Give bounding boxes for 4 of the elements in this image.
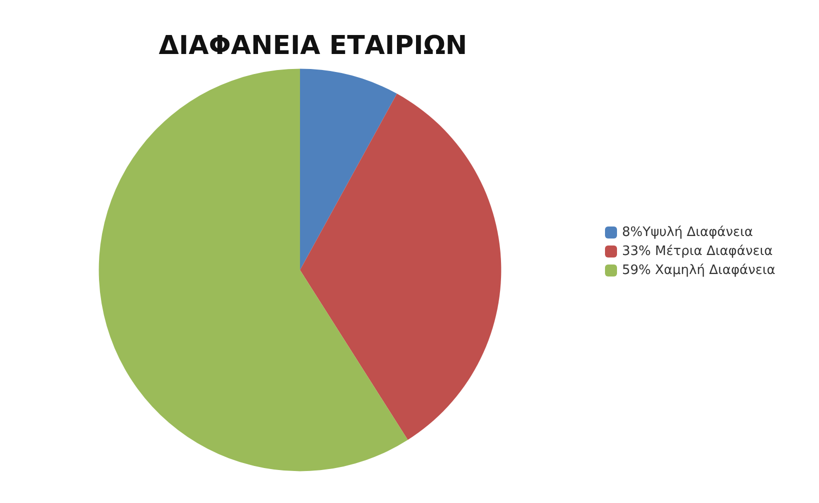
legend-label: 8%Υψυλή Διαφάνεια: [622, 225, 753, 240]
legend-label: 59% Χαμηλή Διαφάνεια: [622, 263, 776, 278]
legend-label: 33% Μέτρια Διαφάνεια: [622, 244, 773, 259]
chart-title: ΔΙΑΦΑΝΕΙΑ ΕΤΑΙΡΙΩΝ: [158, 31, 468, 61]
